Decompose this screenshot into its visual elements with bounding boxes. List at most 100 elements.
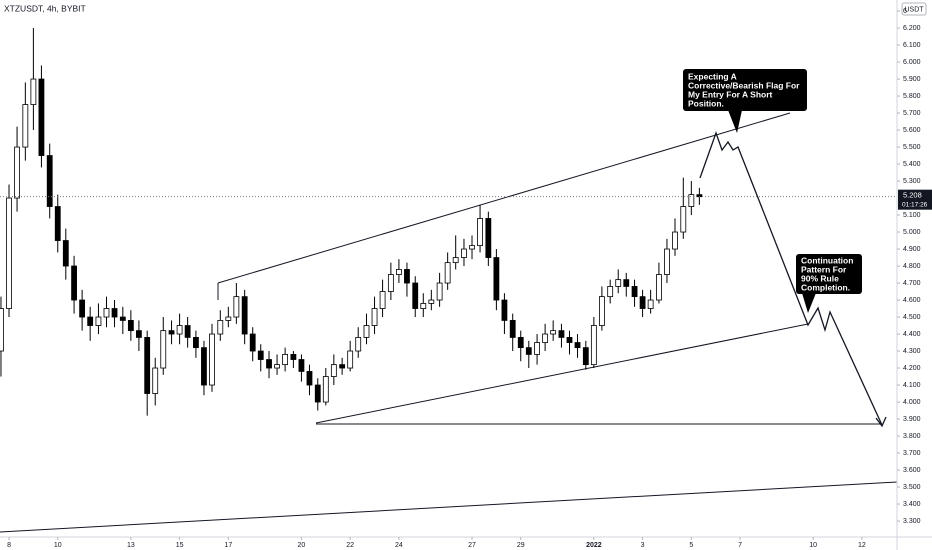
candle-body	[249, 333, 256, 352]
candle-body	[266, 359, 272, 369]
annotation-line: My Entry For A Short	[688, 89, 773, 99]
axes: 6 6.200 6.100 6.000 5.900 5.800 5.700 5.600 5.50…	[7, 8, 932, 549]
x-tick-label: 8	[7, 542, 11, 549]
candle-body	[135, 330, 142, 338]
candle-body	[217, 320, 224, 335]
y-tick-label: 5.500	[903, 144, 921, 151]
y-tick-label: 6.100	[903, 42, 921, 49]
time-axis-bg	[0, 537, 932, 550]
y-tick-label: 3.900	[903, 416, 921, 423]
candle-body	[6, 197, 12, 309]
candles	[0, 28, 897, 416]
candle-body	[14, 146, 20, 199]
candle-body	[590, 325, 597, 366]
x-tick-label: 2022	[586, 542, 602, 549]
y-tick-label: 3.800	[903, 433, 921, 440]
candle-body	[184, 325, 191, 338]
currency-box	[901, 2, 927, 16]
callout-box	[683, 69, 807, 111]
candle-body	[30, 78, 37, 105]
y-tick-label: 6.000	[903, 59, 921, 66]
candle-body	[347, 350, 354, 369]
candle-body	[436, 282, 443, 301]
candle-body	[160, 330, 167, 369]
candle-body	[444, 262, 451, 284]
y-tick-label: 5.000	[903, 229, 921, 236]
candle-body	[534, 342, 540, 355]
candle-body	[306, 371, 313, 386]
candle-body	[656, 274, 662, 301]
candle-body	[257, 350, 264, 360]
candle-body	[542, 333, 549, 343]
x-tick-label: 17	[224, 542, 232, 549]
candle-body	[176, 325, 183, 335]
y-tick-label: 4.700	[903, 280, 921, 287]
candle-body	[582, 347, 589, 366]
y-tick-label: 5.800	[903, 93, 921, 100]
channel-lower	[315, 323, 809, 424]
candle-body	[38, 78, 45, 156]
x-tick-label: 7	[738, 542, 742, 549]
candle-body	[119, 316, 126, 321]
candle-body	[452, 257, 459, 264]
candle-body	[111, 308, 118, 318]
x-tick-label: 12	[858, 542, 866, 549]
y-tick-label: 5.100	[903, 212, 921, 219]
candle-body	[420, 303, 427, 309]
y-tick-label: 5.900	[903, 76, 921, 83]
candle-body	[79, 299, 86, 318]
y-tick-label: 6.200	[903, 25, 921, 32]
candle-body	[639, 296, 646, 309]
channel-upper	[217, 112, 791, 284]
symbol-title: XTZUSDT, 4h, BYBIT	[4, 3, 86, 13]
candle-body	[688, 194, 695, 207]
drawings	[0, 112, 898, 533]
candle-body	[233, 296, 240, 318]
callout-pointer	[728, 110, 742, 133]
candle-body	[298, 359, 305, 372]
candle-body	[607, 286, 614, 298]
candle-body	[485, 218, 492, 258]
candle-body	[0, 308, 4, 352]
annotation-line: Continuation	[801, 255, 853, 265]
candle-body	[54, 206, 61, 241]
x-tick-label: 27	[468, 542, 476, 549]
y-tick-label: 4.100	[903, 382, 921, 389]
candle-body	[428, 299, 435, 304]
candle-body	[371, 308, 378, 326]
candle-body	[412, 282, 419, 309]
candle-body	[282, 354, 289, 366]
candle-body	[95, 316, 102, 326]
annotation-line: Expecting A	[688, 71, 737, 81]
y-tick-label: 5.400	[903, 161, 921, 168]
x-tick-label: 10	[809, 542, 817, 549]
x-tick-label: 10	[54, 542, 62, 549]
candle-body	[168, 330, 175, 335]
y-tick-label: 4.800	[903, 263, 921, 270]
candle-body	[598, 296, 605, 326]
candle-body	[274, 364, 280, 369]
last-price-box	[898, 189, 932, 210]
last-price-label: 5.208	[903, 191, 922, 200]
candle-body	[46, 155, 53, 207]
x-tick-label: 15	[176, 542, 184, 549]
x-tick-label: 5	[689, 542, 693, 549]
candle-body	[396, 269, 402, 275]
y-tick-label: 3.500	[903, 484, 921, 491]
candle-body	[623, 279, 630, 287]
y-tick-label: 3.400	[903, 501, 921, 508]
callout-pointer	[802, 293, 816, 313]
candle-body	[144, 337, 151, 394]
candle-body	[680, 206, 687, 233]
candle-body	[152, 367, 159, 394]
candle-body	[22, 104, 29, 148]
annotation-line: Corrective/Bearish Flag For	[688, 80, 800, 90]
trend-line	[0, 481, 898, 533]
candle-body	[62, 240, 69, 267]
y-tick-label: 4.900	[903, 246, 921, 253]
candle-body	[193, 337, 199, 349]
